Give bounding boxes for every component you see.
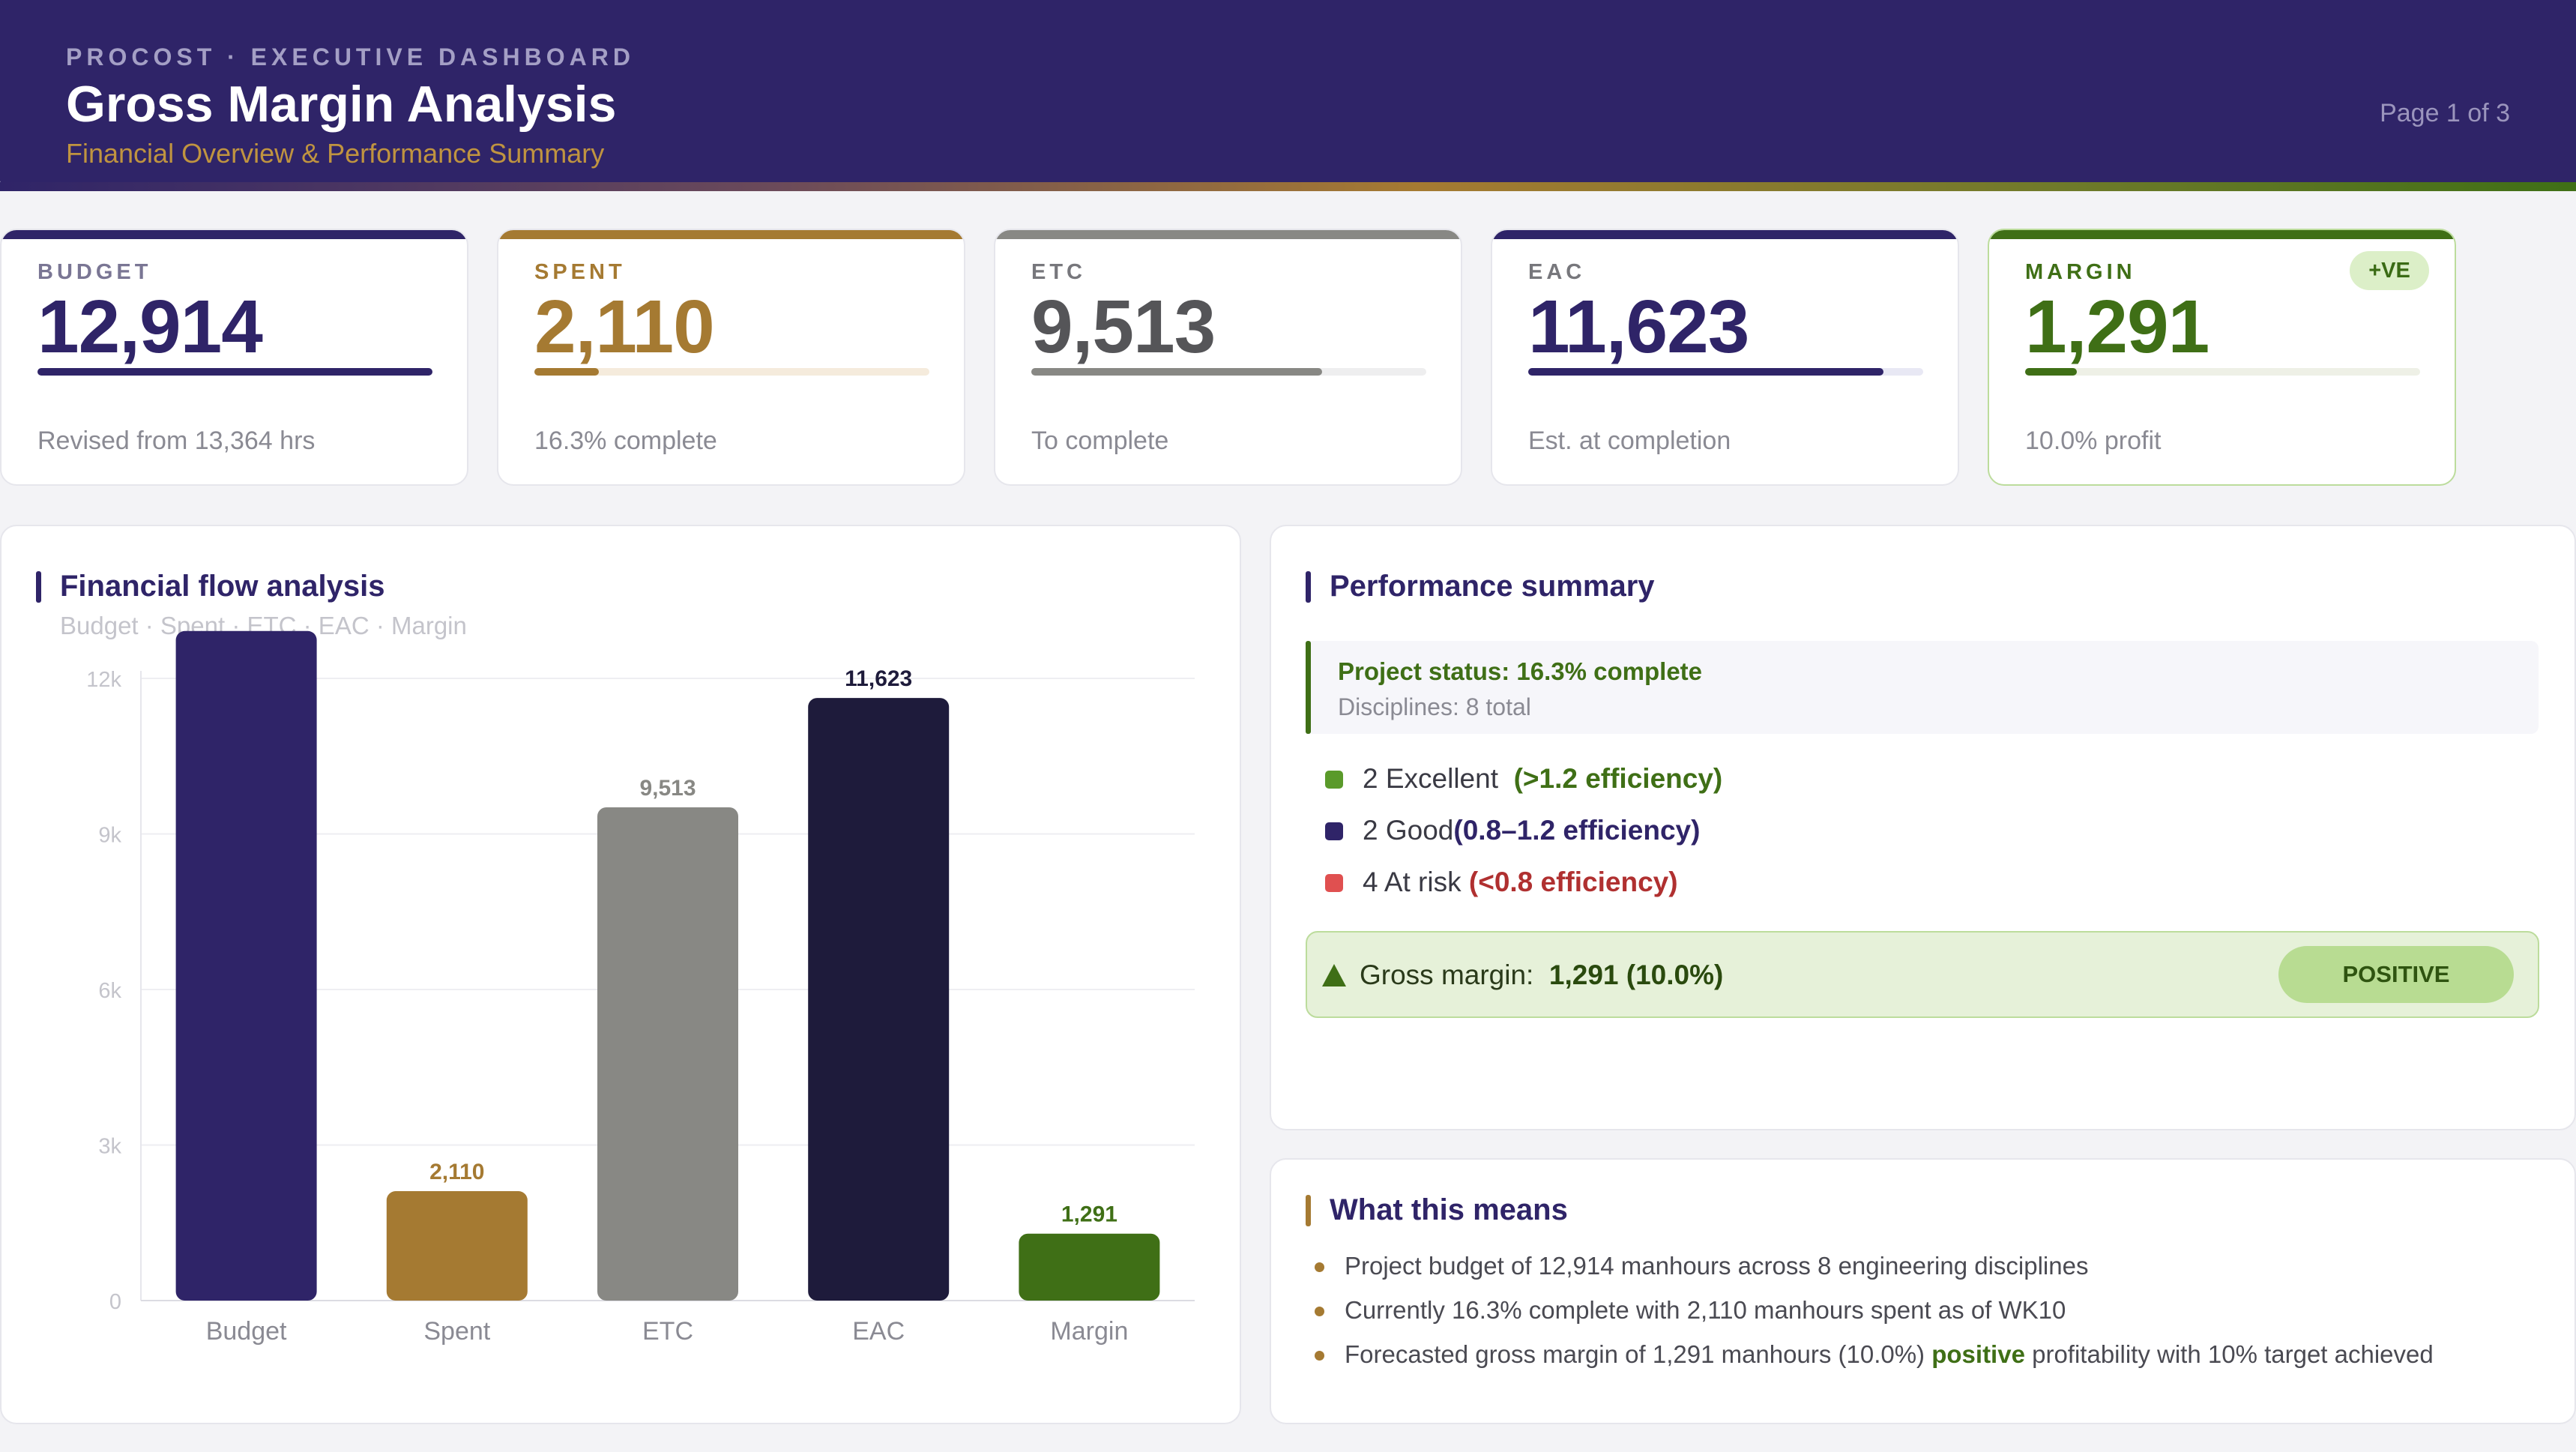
triangle-up-icon [1322,964,1346,986]
kpi-progress-track [37,368,432,376]
y-tick-label: 6k [98,979,121,1003]
kpi-progress-fill [1528,368,1884,376]
kpi-progress-track [1031,368,1426,376]
kpi-progress-fill [2025,368,2077,376]
efficiency-detail: (>1.2 efficiency) [1513,763,1723,794]
chart-title: Financial flow analysis [60,570,385,603]
kpi-card-etc: ETC 9,513 To complete [994,229,1462,486]
kpi-card-budget: BUDGET 12,914 Revised from 13,364 hrs [0,229,468,486]
kpi-note: 10.0% profit [2025,427,2162,455]
kpi-topline [1,230,467,239]
kpi-value: 11,623 [1528,285,1749,369]
bullet-dot-icon [1315,1262,1324,1272]
kpi-progress-fill [1031,368,1323,376]
kpi-label: MARGIN [2025,260,2136,284]
kpi-card-spent: SPENT 2,110 16.3% complete [497,229,965,486]
header: PROCOST · EXECUTIVE DASHBOARD Gross Marg… [0,0,2576,184]
performance-panel [1270,525,2576,1130]
x-tick-label: Margin [1050,1317,1128,1346]
status-edge [1306,641,1311,734]
bar-eac [808,698,950,1301]
bar-margin [1019,1233,1160,1301]
gross-margin-value: 1,291 (10.0%) [1548,960,1724,990]
kpi-label: BUDGET [37,260,152,284]
bullet-text: Currently 16.3% complete with 2,110 manh… [1345,1296,2066,1324]
efficiency-count: 2 Excellent [1363,763,1498,794]
kpi-progress-fill [534,368,599,376]
kpi-note: 16.3% complete [534,427,717,455]
kpi-progress-track [2025,368,2420,376]
kpi-label: ETC [1031,260,1086,284]
kpi-note: To complete [1031,427,1169,455]
bullet-text: profitability with 10% target achieved [2032,1340,2434,1368]
header-eyebrow: PROCOST · EXECUTIVE DASHBOARD [66,43,635,70]
performance-accent-bar [1306,571,1311,603]
kpi-topline [1989,230,2455,239]
efficiency-count: 4 At risk [1363,867,1462,897]
header-gradient-bar [0,182,2576,191]
meaning-panel [1270,1158,2576,1424]
status-badge: +VE [2350,251,2429,290]
legend-square-icon [1325,874,1343,892]
meaning-accent-bar [1306,1195,1311,1226]
kpi-progress-track [1528,368,1923,376]
x-tick-label: Budget [206,1317,287,1346]
x-tick-label: Spent [423,1317,490,1346]
legend-square-icon [1325,771,1343,789]
efficiency-detail: (<0.8 efficiency) [1468,867,1678,897]
legend-square-icon [1325,822,1343,840]
performance-title: Performance summary [1330,570,1655,603]
page-subtitle: Financial Overview & Performance Summary [66,138,605,169]
bullet-dot-icon [1315,1351,1324,1361]
kpi-progress-track [534,368,929,376]
kpi-value: 1,291 [2025,285,2209,369]
kpi-topline [498,230,964,239]
x-tick-label: EAC [852,1317,905,1346]
kpi-progress-fill [37,368,432,376]
bar-value-label: 11,623 [845,666,912,691]
kpi-value: 12,914 [37,285,263,369]
bar-chart: 03k6k9k12k12,914Budget2,110Spent9,513ETC… [86,630,1195,1346]
bar-value-label: 9,513 [639,776,696,801]
margin-status-pill: POSITIVE [2278,946,2514,1003]
bullet-text: Forecasted gross margin of 1,291 manhour… [1345,1340,1925,1368]
project-status-box: Project status: 16.3% complete Disciplin… [1306,641,2539,734]
status-title: Project status: 16.3% complete [1338,657,1703,685]
efficiency-detail: (0.8–1.2 efficiency) [1453,815,1701,846]
kpi-value: 9,513 [1031,285,1216,369]
bar-budget [175,630,317,1301]
page-indicator: Page 1 of 3 [2380,99,2510,127]
y-tick-label: 0 [109,1290,121,1314]
kpi-topline [1492,230,1958,239]
bullet-dot-icon [1315,1307,1324,1316]
page-title: Gross Margin Analysis [66,76,617,133]
gross-margin-box: Gross margin: 1,291 (10.0%) POSITIVE [1306,931,2539,1018]
efficiency-count: 2 Good [1363,815,1454,846]
y-tick-label: 9k [98,824,121,848]
bar-value-label: 2,110 [429,1160,484,1184]
bar-spent [386,1191,528,1301]
bar-etc [597,807,738,1301]
kpi-note: Est. at completion [1528,427,1731,455]
kpi-label: EAC [1528,260,1586,284]
bar-value-label: 1,291 [1061,1202,1117,1227]
x-tick-label: ETC [642,1317,693,1346]
kpi-card-eac: EAC 11,623 Est. at completion [1491,229,1959,486]
gross-margin-label: Gross margin: [1360,960,1534,990]
kpi-label: SPENT [534,260,626,284]
kpi-topline [995,230,1461,239]
bullet-text: Project budget of 12,914 manhours across… [1345,1252,2089,1280]
chart-accent-bar [36,571,41,603]
kpi-card-margin: MARGIN 1,291 +VE 10.0% profit [1988,229,2456,486]
bullet-highlight: positive [1931,1340,2025,1368]
y-tick-label: 3k [98,1135,121,1159]
kpi-value: 2,110 [534,285,715,369]
y-tick-label: 12k [86,668,121,692]
status-subtitle: Disciplines: 8 total [1338,693,1531,720]
meaning-title: What this means [1330,1193,1568,1226]
kpi-note: Revised from 13,364 hrs [37,427,316,455]
